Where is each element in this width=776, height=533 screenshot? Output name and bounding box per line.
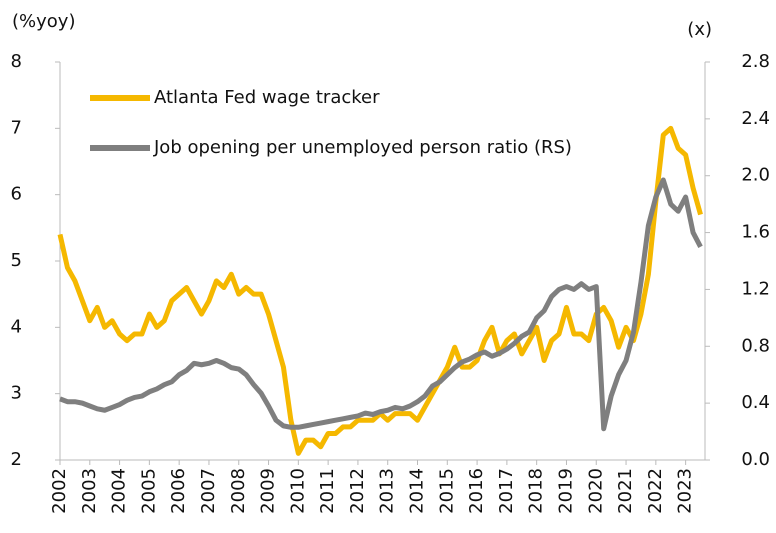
y2-tick-label: 0.0 (741, 449, 770, 470)
series-line (59, 177, 703, 432)
y2-tick-label: 2.8 (741, 51, 770, 72)
x-tick-label: 2006 (168, 468, 189, 514)
x-tick-label: 2008 (228, 468, 249, 514)
y-tick-label: 8 (11, 51, 22, 72)
y-tick-label: 2 (11, 449, 22, 470)
x-tick-label: 2005 (138, 468, 159, 514)
x-tick-label: 2020 (585, 468, 606, 514)
x-tick-label: 2018 (526, 468, 547, 514)
x-tick-label: 2011 (317, 468, 338, 514)
y-tick-label: 4 (11, 316, 22, 337)
y2-tick-label: 1.6 (741, 222, 770, 243)
y-tick-label: 6 (11, 184, 22, 205)
x-tick-label: 2014 (407, 468, 428, 514)
x-tick-label: 2019 (555, 468, 576, 514)
y2-tick-label: 0.8 (741, 335, 770, 356)
y2-tick-label: 2.4 (741, 108, 770, 129)
x-tick-label: 2004 (109, 468, 130, 514)
x-tick-label: 2007 (198, 468, 219, 514)
x-tick-label: 2009 (258, 468, 279, 514)
y2-tick-label: 1.2 (741, 278, 770, 299)
x-tick-label: 2023 (675, 468, 696, 514)
x-tick-label: 2012 (347, 468, 368, 514)
x-tick-label: 2003 (79, 468, 100, 514)
x-tick-label: 2002 (49, 468, 70, 514)
x-tick-label: 2013 (377, 468, 398, 514)
x-tick-label: 2015 (436, 468, 457, 514)
x-tick-label: 2022 (645, 468, 666, 514)
y-tick-label: 7 (11, 117, 22, 138)
x-tick-label: 2010 (287, 468, 308, 514)
y-axis-label: (%yoy) (12, 11, 75, 32)
y-tick-label: 3 (11, 383, 22, 404)
x-tick-label: 2016 (466, 468, 487, 514)
y-tick-label: 5 (11, 250, 22, 271)
y2-axis-label: (x) (687, 19, 712, 40)
legend-label: Job opening per unemployed person ratio … (153, 137, 572, 158)
y2-tick-label: 0.4 (741, 392, 770, 413)
legend-label: Atlanta Fed wage tracker (154, 87, 380, 108)
x-tick-label: 2021 (615, 468, 636, 514)
x-tick-label: 2017 (496, 468, 517, 514)
y2-tick-label: 2.0 (741, 165, 770, 186)
